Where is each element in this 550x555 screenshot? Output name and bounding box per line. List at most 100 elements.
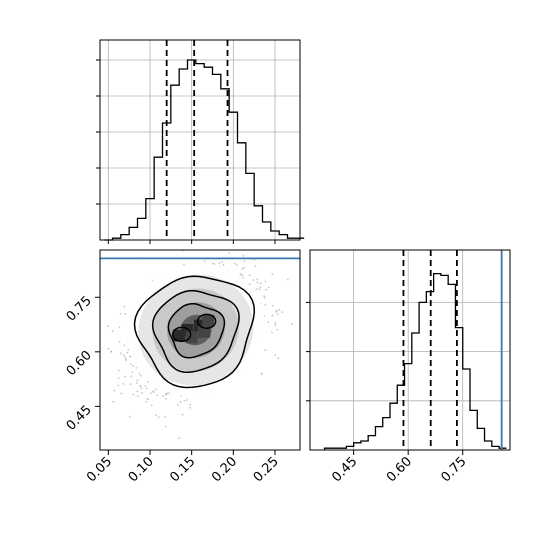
scatter-point — [126, 351, 129, 354]
scatter-point — [183, 263, 185, 266]
scatter-point — [278, 308, 281, 311]
scatter-point — [118, 369, 120, 372]
scatter-point — [165, 393, 168, 396]
joint-xtick-label: 0.10 — [126, 454, 157, 485]
scatter-point — [189, 403, 192, 406]
scatter-point — [164, 425, 167, 428]
scatter-point — [154, 388, 157, 391]
joint-panel: 0.05 0.10 0.15 0.20 0.25 0.45 0.60 0.75 — [64, 247, 301, 485]
scatter-point — [243, 266, 246, 269]
scatter-point — [122, 354, 125, 357]
marginal-y-panel: 0.45 0.60 0.75 — [306, 249, 511, 485]
scatter-point — [144, 385, 147, 387]
marginal-x-histogram-step — [104, 59, 305, 241]
marginal-y-xtick-label: 0.45 — [329, 454, 360, 485]
scatter-point — [178, 437, 181, 440]
scatter-point — [183, 400, 186, 402]
contour-core-lobe — [171, 326, 192, 343]
marginal-y-frame — [309, 249, 511, 451]
scatter-point — [150, 392, 152, 395]
joint-xtick-label: 0.15 — [167, 454, 198, 485]
scatter-point — [221, 261, 223, 263]
scatter-point — [118, 326, 121, 329]
scatter-point — [248, 283, 251, 285]
scatter-point — [264, 280, 267, 283]
scatter-point — [112, 400, 115, 403]
scatter-point — [213, 263, 216, 265]
scatter-point — [256, 281, 259, 284]
scatter-point — [128, 415, 131, 418]
marginal-y-xtick-label: 0.60 — [384, 454, 415, 485]
density-core-block — [202, 314, 215, 327]
scatter-point — [259, 282, 262, 285]
contour-inner — [167, 302, 226, 359]
scatter-point — [129, 355, 132, 358]
scatter-point — [233, 262, 236, 265]
scatter-point — [263, 295, 265, 297]
scatter-point — [111, 330, 114, 333]
scatter-point — [113, 389, 116, 392]
scatter-point — [218, 262, 221, 265]
scatter-point — [125, 359, 127, 362]
scatter-point — [136, 390, 139, 392]
scatter-point — [155, 414, 157, 416]
scatter-point — [254, 265, 257, 267]
joint-xtick-label: 0.05 — [84, 454, 115, 485]
scatter-point — [265, 289, 267, 291]
joint-ytick-label: 0.45 — [64, 403, 95, 434]
scatter-point — [274, 321, 276, 324]
scatter-point — [107, 325, 109, 327]
contour-middle — [151, 290, 240, 374]
scatter-point — [107, 347, 110, 350]
scatter-point — [203, 260, 206, 263]
marginal-y-background — [310, 250, 510, 450]
scatter-point — [132, 365, 134, 367]
scatter-point — [235, 264, 238, 266]
scatter-point — [212, 262, 215, 265]
scatter-point — [136, 379, 139, 382]
scatter-point — [124, 312, 126, 315]
scatter-point — [150, 404, 153, 407]
scatter-point — [162, 395, 165, 397]
joint-ytick-label: 0.75 — [64, 293, 95, 324]
scatter-point — [271, 314, 274, 317]
scatter-point — [259, 286, 262, 289]
scatter-point — [255, 288, 258, 290]
joint-frame — [99, 249, 301, 451]
scatter-point — [274, 354, 277, 356]
scatter-point — [93, 333, 95, 335]
scatter-point — [181, 413, 184, 416]
marginal-y-histogram-step — [323, 272, 507, 450]
scatter-point — [164, 397, 167, 400]
scatter-point — [117, 377, 120, 380]
marginal-x-frame — [99, 39, 301, 241]
scatter-point — [220, 247, 222, 249]
scatter-point — [130, 375, 133, 378]
scatter-point — [139, 384, 142, 387]
joint-xtick-label: 0.25 — [251, 454, 282, 485]
scatter-point — [242, 254, 245, 257]
scatter-point — [131, 371, 134, 374]
scatter-point — [156, 394, 159, 396]
scatter-point — [261, 372, 263, 375]
scatter-point — [140, 387, 143, 389]
scatter-point — [137, 395, 139, 398]
scatter-point — [287, 278, 289, 281]
scatter-point — [120, 392, 123, 395]
scatter-point — [152, 390, 154, 393]
marginal-x-background — [100, 40, 300, 240]
scatter-point — [248, 274, 251, 277]
scatter-point — [124, 375, 126, 378]
joint-ytick-label: 0.60 — [64, 348, 95, 379]
scatter-point — [119, 313, 122, 315]
scatter-point — [277, 357, 280, 360]
scatter-point — [141, 392, 144, 394]
scatter-point — [264, 303, 267, 306]
scatter-point — [166, 392, 169, 395]
scatter-point — [228, 251, 231, 254]
scatter-point — [110, 351, 112, 353]
scatter-point — [277, 313, 279, 315]
scatter-point — [117, 384, 120, 387]
